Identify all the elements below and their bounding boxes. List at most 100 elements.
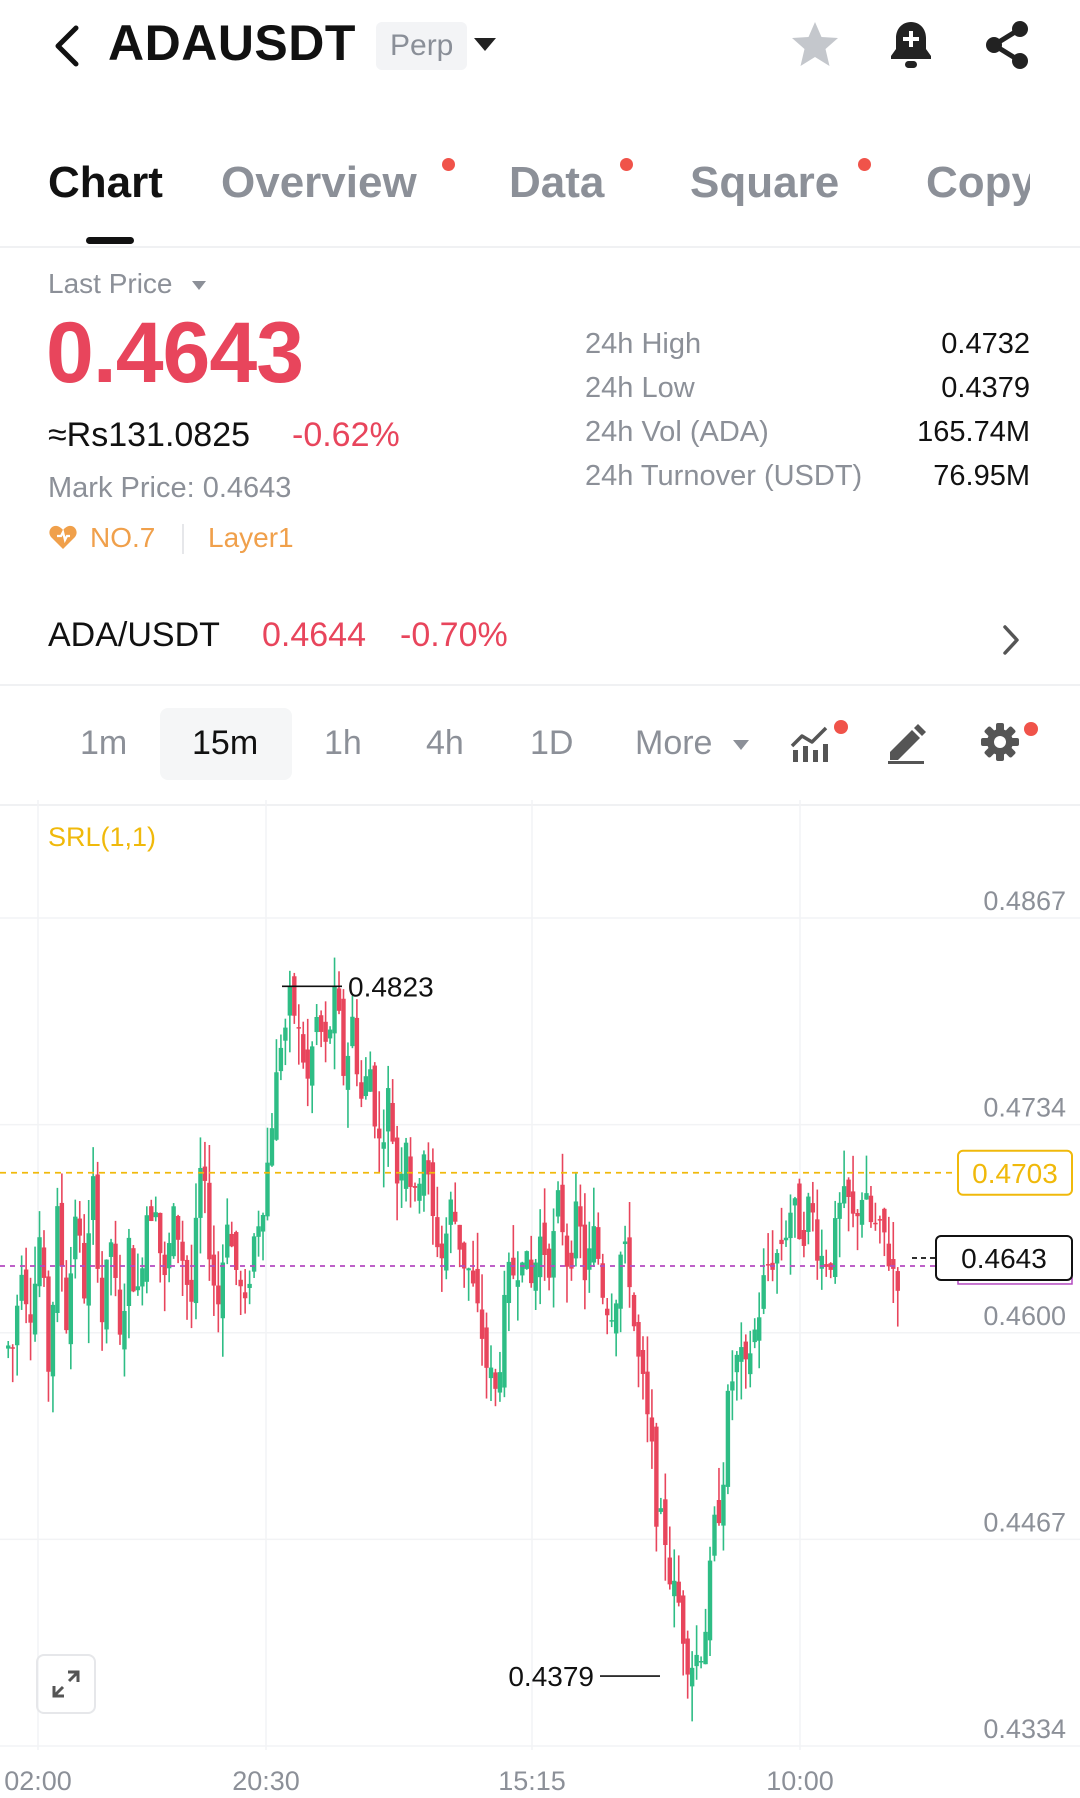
candle-body <box>587 1248 592 1270</box>
candle-body <box>453 1211 458 1222</box>
candle-body <box>529 1259 534 1284</box>
x-tick-label: 15:15 <box>498 1766 566 1796</box>
candle-body <box>211 1254 217 1286</box>
candle-body <box>752 1329 757 1343</box>
candle-body <box>591 1226 597 1263</box>
ref-price-label: 0.4703 <box>972 1158 1058 1189</box>
spot-pair-label[interactable]: ADA/USDT <box>48 616 220 654</box>
candle-body <box>408 1156 413 1187</box>
candle-body <box>868 1195 874 1223</box>
bell-plus-icon[interactable] <box>884 18 938 72</box>
candle-body <box>891 1259 896 1269</box>
tab-chart[interactable]: Chart <box>48 158 163 207</box>
settings-gear-icon[interactable] <box>978 720 1022 764</box>
star-icon[interactable] <box>788 18 842 72</box>
symbol-title[interactable]: ADAUSDT <box>108 15 356 71</box>
candle-body <box>287 985 293 1016</box>
candle-body <box>461 1242 467 1269</box>
candle-body <box>131 1248 136 1292</box>
candle-body <box>832 1218 838 1277</box>
tab-square[interactable]: Square <box>690 158 840 207</box>
candle-body <box>14 1305 20 1346</box>
candle-body <box>73 1216 78 1260</box>
last-price-caret-icon[interactable] <box>192 281 206 290</box>
stat-vol-label: 24h Vol (ADA) <box>585 416 769 448</box>
candle-body <box>220 1262 225 1319</box>
candle-body <box>877 1219 883 1221</box>
candle-body <box>613 1303 619 1334</box>
interval-more[interactable]: More <box>635 724 713 762</box>
interval-1d[interactable]: 1D <box>530 724 574 762</box>
candle-body <box>788 1212 793 1239</box>
tab-copy[interactable]: Copy <box>926 158 1030 207</box>
candle-body <box>180 1241 185 1261</box>
candle-body <box>149 1206 154 1222</box>
candle-body <box>135 1286 141 1291</box>
candle-body <box>645 1371 650 1415</box>
candle-body <box>439 1243 445 1259</box>
candle-body <box>207 1182 212 1260</box>
price-chart[interactable]: 0.4867 0.4734 0.4600 0.4467 0.4334 02:00 20:30… <box>0 800 1080 1798</box>
candle-body <box>37 1237 42 1287</box>
expand-chart-button[interactable] <box>36 1654 96 1714</box>
tab-data[interactable]: Data <box>509 158 605 207</box>
candle-body <box>6 1345 11 1349</box>
candle-body <box>59 1202 65 1267</box>
candle-body <box>390 1102 395 1142</box>
candle-body <box>251 1236 257 1272</box>
draw-pencil-icon[interactable] <box>884 720 928 764</box>
candle-body <box>345 1055 351 1090</box>
mark-price: Mark Price: 0.4643 <box>48 472 291 505</box>
candle-body <box>824 1264 829 1267</box>
back-icon[interactable] <box>48 22 84 70</box>
rank-badge[interactable]: NO.7 <box>90 522 156 553</box>
candle-body <box>596 1227 601 1259</box>
interval-1m[interactable]: 1m <box>80 724 128 762</box>
candle-body <box>739 1347 744 1362</box>
high-marker-label: 0.4823 <box>348 971 434 1002</box>
candle-body <box>479 1309 485 1339</box>
candle-body <box>846 1179 851 1197</box>
candle-body <box>372 1065 377 1127</box>
candle-body <box>448 1199 453 1225</box>
candle-body <box>497 1372 503 1393</box>
symbol-dropdown-icon[interactable] <box>474 38 496 51</box>
interval-1h[interactable]: 1h <box>324 724 362 762</box>
candle-body <box>162 1254 167 1276</box>
tab-overview[interactable]: Overview <box>221 158 417 207</box>
candle-body <box>470 1270 476 1284</box>
indicators-icon[interactable] <box>788 720 832 764</box>
candle-body <box>524 1251 529 1269</box>
candle-body <box>444 1233 449 1271</box>
candle-body <box>578 1206 583 1227</box>
more-caret-icon[interactable] <box>733 740 749 750</box>
candle-body <box>336 988 342 1011</box>
candle-body <box>430 1162 436 1217</box>
indicator-label[interactable]: SRL(1,1) <box>48 822 157 852</box>
candle-body <box>756 1317 762 1341</box>
candle-body <box>681 1595 686 1644</box>
candle-body <box>225 1224 230 1258</box>
candle-body <box>640 1350 646 1374</box>
candle-body <box>573 1201 579 1259</box>
candle-body <box>658 1508 664 1512</box>
candle-body <box>242 1292 248 1299</box>
candle-body <box>292 976 297 1016</box>
interval-15m[interactable]: 15m <box>192 724 259 762</box>
candle-body <box>247 1283 252 1288</box>
candle-body <box>859 1199 865 1225</box>
candle-body <box>68 1273 74 1345</box>
chevron-right-icon[interactable] <box>1000 622 1022 658</box>
candle-body <box>466 1268 471 1271</box>
share-icon[interactable] <box>980 18 1034 72</box>
candle-body <box>318 1015 324 1032</box>
candle-body <box>435 1217 440 1248</box>
candle-body <box>484 1327 489 1368</box>
category-tag[interactable]: Layer1 <box>208 522 294 553</box>
settings-dot <box>1024 722 1038 736</box>
candle-body <box>144 1215 150 1282</box>
last-price-label[interactable]: Last Price <box>48 268 173 299</box>
candle-body <box>546 1248 552 1278</box>
low-marker-label: 0.4379 <box>508 1661 594 1692</box>
interval-4h[interactable]: 4h <box>426 724 464 762</box>
